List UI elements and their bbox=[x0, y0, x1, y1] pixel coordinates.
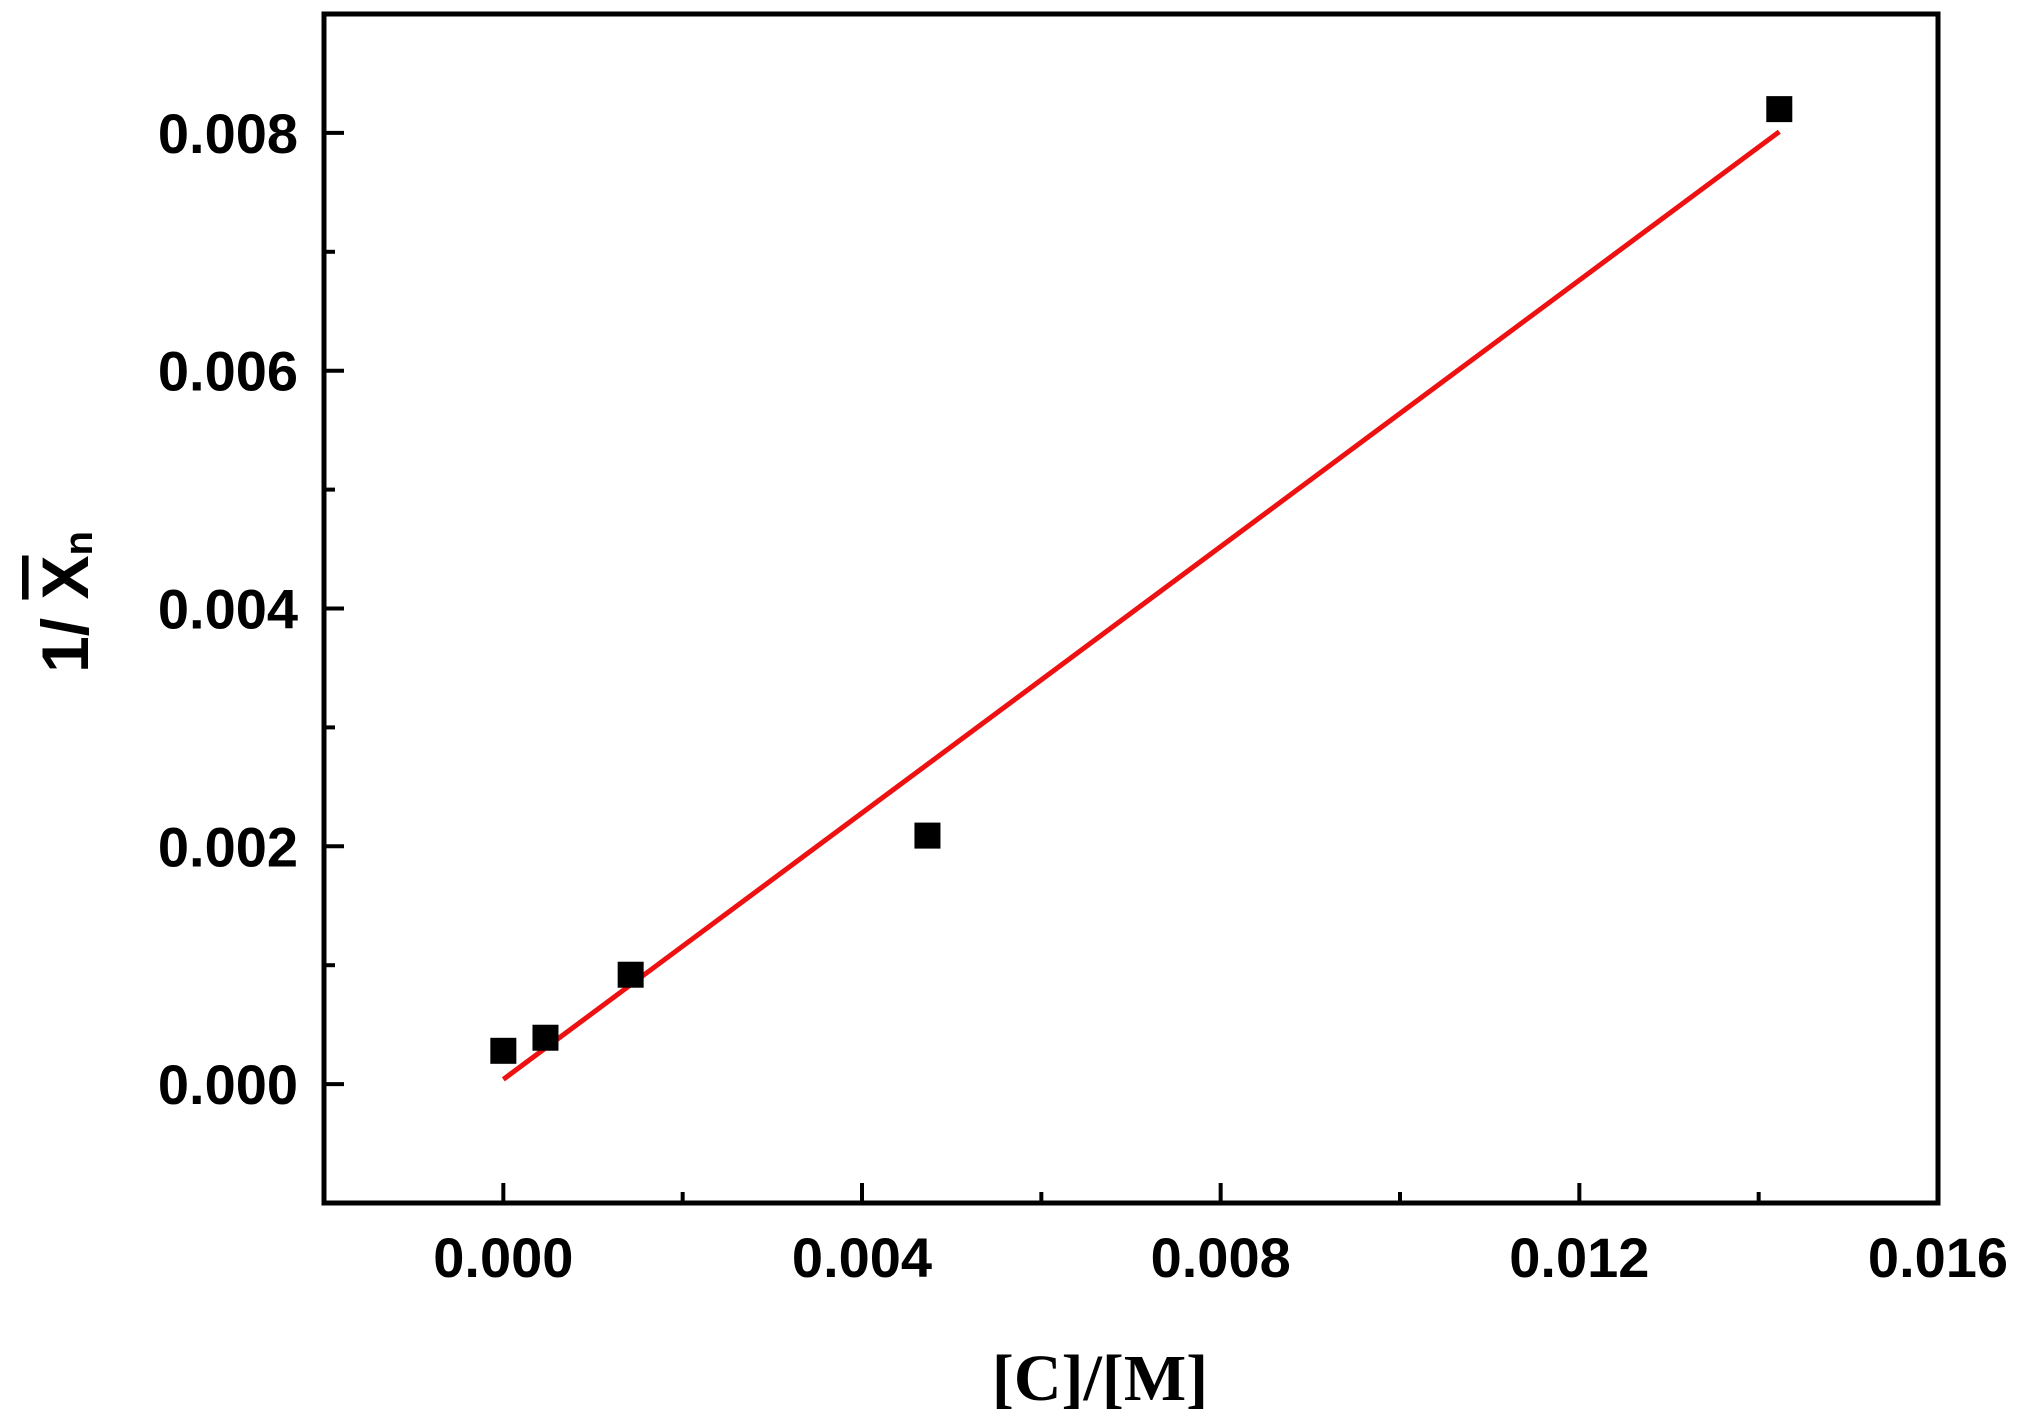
fit-line bbox=[501, 129, 1781, 1082]
data-point bbox=[1766, 96, 1793, 123]
ticks bbox=[324, 130, 1940, 1203]
y-axis-label: 1/ Xn bbox=[28, 531, 102, 673]
data-point bbox=[914, 822, 941, 849]
tick-labels: 0.000 0.004 0.008 0.012 0.016 0.000 0.002 0.004… bbox=[158, 102, 2008, 1289]
svg-text:1/ Xn: 1/ Xn bbox=[28, 531, 102, 673]
x-tick-label: 0.012 bbox=[1509, 1226, 1649, 1289]
x-tick-label: 0.004 bbox=[792, 1226, 932, 1289]
y-tick-label: 0.008 bbox=[158, 102, 298, 165]
y-axis-label-subscript: n bbox=[57, 531, 101, 555]
x-tick-label: 0.000 bbox=[433, 1226, 573, 1289]
y-tick-label: 0.000 bbox=[158, 1053, 298, 1116]
y-tick-label: 0.002 bbox=[158, 815, 298, 878]
y-tick-label: 0.006 bbox=[158, 340, 298, 403]
data-point bbox=[617, 961, 644, 988]
y-axis-label-prefix: 1/ bbox=[28, 600, 102, 673]
x-axis-label: [C]/[M] bbox=[992, 1342, 1208, 1415]
data-point bbox=[532, 1024, 559, 1051]
data-point bbox=[490, 1037, 517, 1064]
y-tick-label: 0.004 bbox=[158, 578, 298, 641]
series-layer bbox=[490, 96, 1793, 1082]
y-axis-label-main: X bbox=[28, 556, 102, 600]
x-tick-label: 0.008 bbox=[1151, 1226, 1291, 1289]
x-tick-label: 0.016 bbox=[1868, 1226, 2008, 1289]
